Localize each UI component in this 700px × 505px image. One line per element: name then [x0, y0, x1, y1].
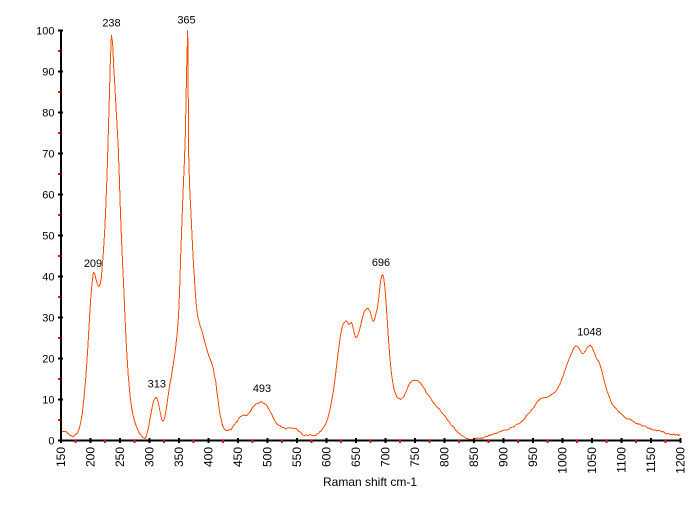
svg-text:60: 60 — [42, 190, 54, 202]
svg-text:1048: 1048 — [577, 327, 601, 339]
svg-text:209: 209 — [84, 258, 102, 270]
svg-text:200: 200 — [84, 447, 98, 467]
svg-text:1050: 1050 — [585, 447, 599, 474]
svg-text:1200: 1200 — [673, 447, 687, 474]
svg-text:1100: 1100 — [614, 447, 628, 473]
svg-text:450: 450 — [231, 447, 245, 467]
svg-text:700: 700 — [378, 447, 392, 467]
svg-text:1150: 1150 — [644, 447, 658, 473]
svg-text:500: 500 — [261, 447, 275, 467]
svg-text:90: 90 — [42, 67, 54, 79]
svg-text:10: 10 — [42, 395, 54, 407]
svg-text:250: 250 — [113, 447, 127, 467]
svg-text:400: 400 — [202, 447, 216, 467]
svg-text:696: 696 — [372, 257, 390, 269]
svg-text:20: 20 — [42, 354, 54, 366]
svg-text:30: 30 — [42, 313, 54, 325]
svg-text:0: 0 — [48, 436, 54, 448]
svg-text:800: 800 — [437, 447, 451, 467]
svg-text:Raman shift cm-1: Raman shift cm-1 — [323, 475, 417, 489]
svg-text:365: 365 — [177, 14, 195, 26]
svg-text:350: 350 — [172, 447, 186, 467]
svg-text:650: 650 — [349, 447, 363, 467]
svg-text:750: 750 — [408, 447, 422, 467]
svg-text:150: 150 — [54, 447, 68, 467]
svg-text:300: 300 — [143, 447, 157, 467]
svg-text:238: 238 — [102, 18, 120, 30]
svg-text:70: 70 — [42, 149, 54, 161]
svg-text:100: 100 — [36, 26, 54, 38]
svg-text:850: 850 — [467, 447, 481, 467]
svg-text:493: 493 — [253, 383, 271, 395]
svg-text:900: 900 — [496, 447, 510, 467]
svg-text:600: 600 — [320, 447, 334, 467]
svg-text:1000: 1000 — [555, 447, 569, 474]
svg-text:80: 80 — [42, 108, 54, 120]
svg-text:40: 40 — [42, 272, 54, 284]
svg-text:950: 950 — [526, 447, 540, 467]
svg-text:550: 550 — [290, 447, 304, 467]
svg-text:313: 313 — [148, 379, 166, 391]
svg-text:50: 50 — [42, 231, 54, 243]
